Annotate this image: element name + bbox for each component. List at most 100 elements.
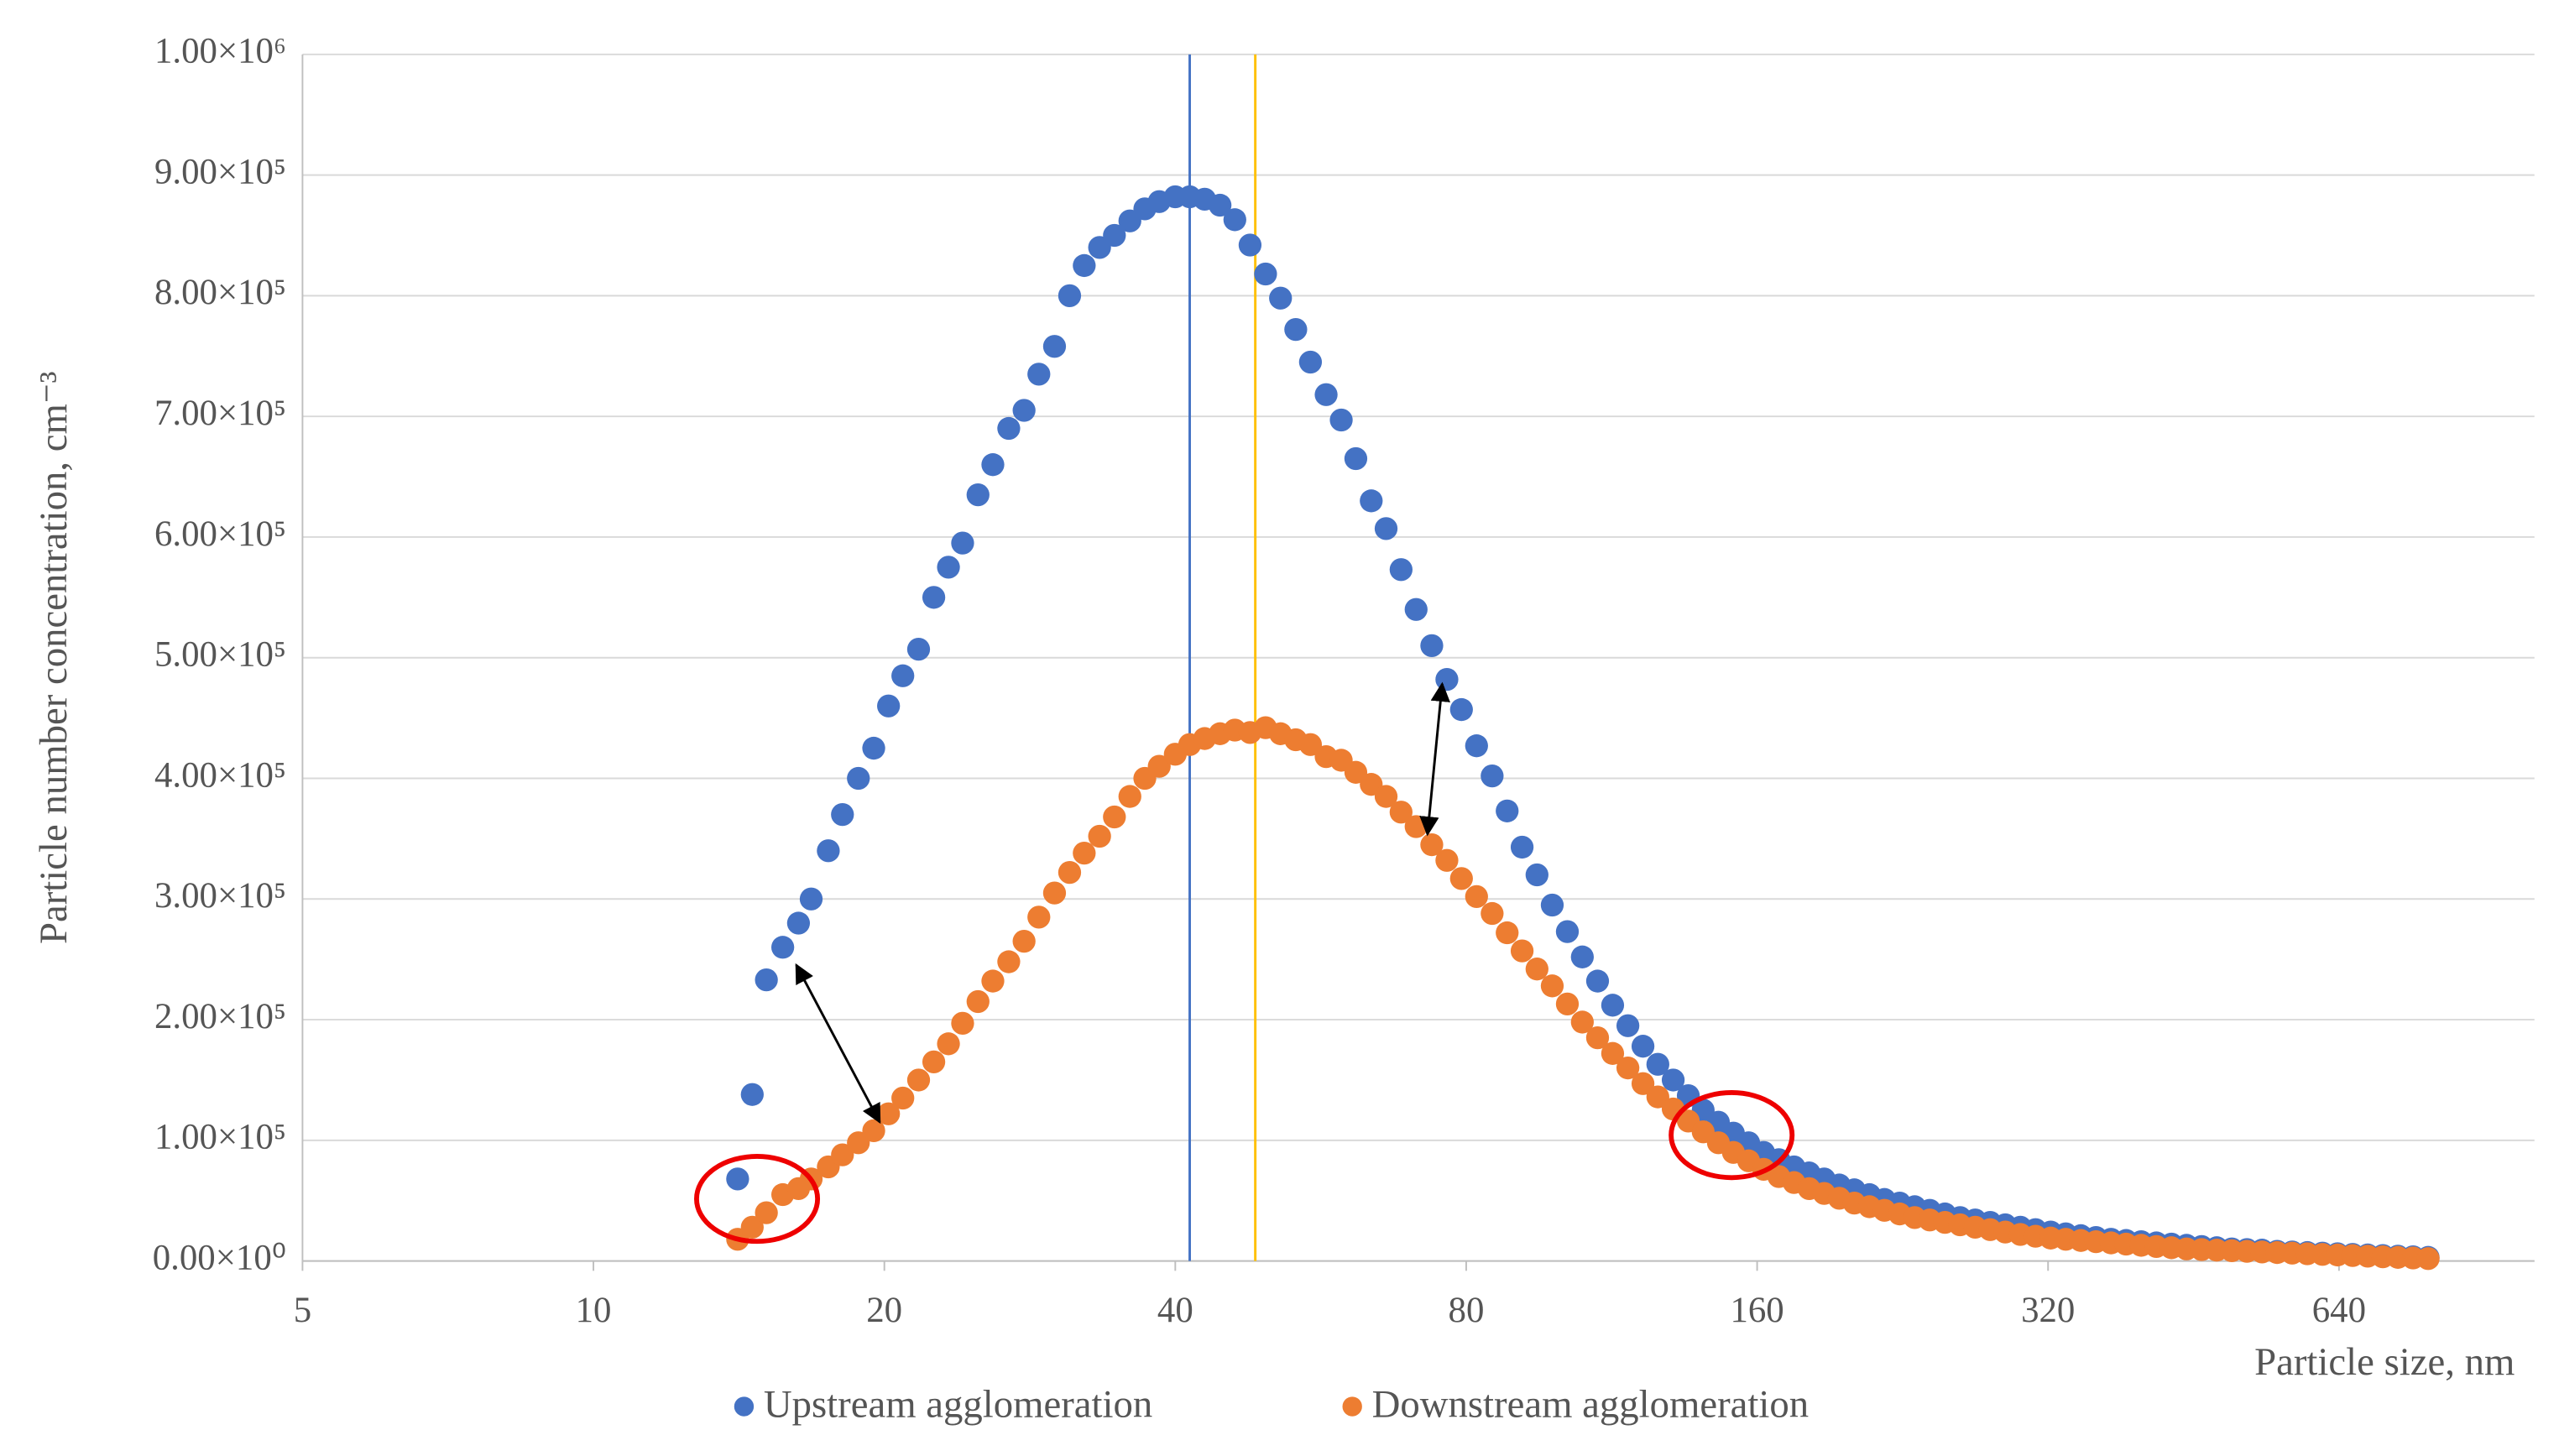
- data-point: [1088, 824, 1111, 848]
- data-point: [1284, 318, 1308, 342]
- data-point: [981, 969, 1005, 993]
- data-point: [1631, 1072, 1655, 1095]
- data-point: [1646, 1085, 1669, 1109]
- data-point: [1435, 848, 1459, 872]
- data-point: [1585, 1025, 1610, 1050]
- data-point: [786, 911, 811, 935]
- data-point: [1027, 905, 1051, 929]
- data-point: [1481, 901, 1504, 926]
- data-point: [1585, 969, 1610, 993]
- data-point: [1540, 893, 1564, 917]
- legend-label: Downstream agglomeration: [1372, 1383, 1810, 1427]
- data-point: [1238, 233, 1262, 257]
- data-point: [755, 1201, 778, 1224]
- data-point: [1435, 667, 1459, 691]
- data-point: [1344, 446, 1368, 471]
- arrow: [795, 963, 881, 1125]
- data-point: [922, 1050, 946, 1074]
- data-point: [1389, 558, 1413, 582]
- data-point: [740, 1083, 764, 1106]
- data-point: [1223, 208, 1246, 232]
- data-point: [1601, 1041, 1625, 1065]
- y-tick-label: 5.00×10⁵: [154, 635, 286, 675]
- data-point: [1465, 734, 1488, 758]
- data-point: [1449, 867, 1473, 890]
- annotations: [694, 681, 1795, 1245]
- highlight-circle: [694, 1154, 821, 1245]
- data-point: [1208, 193, 1232, 217]
- data-point: [1389, 801, 1413, 824]
- data-point: [1601, 994, 1625, 1017]
- data-point: [1555, 920, 1580, 943]
- data-point: [1058, 284, 1082, 308]
- data-point: [1661, 1068, 1685, 1092]
- data-point: [1374, 517, 1398, 540]
- data-point: [951, 1011, 974, 1036]
- y-tick-label: 7.00×10⁵: [154, 394, 286, 433]
- data-point: [1103, 805, 1126, 829]
- data-point: [966, 483, 990, 507]
- data-point: [817, 839, 840, 863]
- data-point: [862, 736, 885, 760]
- x-tick-label: 40: [1157, 1291, 1193, 1330]
- x-axis-label: Particle size, nm: [2254, 1340, 2515, 1384]
- data-point: [1616, 1014, 1640, 1037]
- data-point: [1646, 1052, 1669, 1076]
- data-point: [1540, 974, 1564, 998]
- marks: [726, 54, 2440, 1271]
- data-point: [1298, 350, 1323, 374]
- data-point: [1420, 832, 1444, 857]
- data-point: [1420, 634, 1444, 657]
- data-point: [891, 1086, 915, 1110]
- data-point: [1374, 785, 1398, 808]
- y-axis-label: Particle number concentration, cm⁻³: [32, 371, 76, 944]
- data-point: [1525, 863, 1548, 887]
- data-point: [1510, 835, 1534, 859]
- x-tick-label: 10: [576, 1291, 612, 1330]
- grid: 0.00×10⁰ 1.00×10⁵ 2.00×10⁵ 3.00×10⁵ 4.00×10⁵…: [153, 32, 2535, 1330]
- data-point: [1616, 1056, 1640, 1080]
- data-point: [831, 803, 854, 827]
- data-point: [1570, 945, 1594, 968]
- y-tick-label: 1.00×10⁶: [154, 32, 286, 71]
- data-point: [937, 556, 960, 579]
- data-point: [906, 1068, 931, 1092]
- y-tick-label: 0.00×10⁰: [153, 1238, 286, 1277]
- data-point: [1496, 921, 1519, 945]
- data-point: [1631, 1035, 1655, 1058]
- x-tick-label: 160: [1730, 1291, 1783, 1330]
- data-point: [1360, 489, 1383, 513]
- data-point: [906, 638, 931, 661]
- x-tick-label: 20: [866, 1291, 902, 1330]
- data-point: [1012, 399, 1036, 422]
- y-tick-label: 4.00×10⁵: [154, 755, 286, 795]
- data-point: [1525, 958, 1548, 981]
- y-tick-label: 3.00×10⁵: [154, 876, 286, 916]
- data-point: [740, 1215, 764, 1239]
- data-point: [1103, 223, 1126, 248]
- x-tick-label: 80: [1449, 1291, 1485, 1330]
- data-point: [877, 694, 901, 718]
- data-point: [1344, 760, 1368, 784]
- data-point: [1496, 799, 1519, 822]
- x-tick-label: 640: [2312, 1291, 2366, 1330]
- data-point: [1329, 408, 1353, 432]
- data-point: [891, 664, 915, 687]
- data-point: [1073, 842, 1096, 865]
- data-point: [1570, 1010, 1594, 1034]
- data-point: [847, 1131, 870, 1155]
- legend-label: Upstream agglomeration: [764, 1383, 1152, 1427]
- data-point: [922, 586, 946, 609]
- data-point: [1118, 785, 1141, 808]
- y-tick-label: 2.00×10⁵: [154, 997, 286, 1036]
- data-point: [1027, 363, 1051, 386]
- data-point: [1073, 253, 1096, 278]
- data-point: [1404, 815, 1428, 838]
- y-tick-label: 6.00×10⁵: [154, 514, 286, 554]
- data-point: [1465, 885, 1488, 909]
- data-point: [862, 1119, 885, 1142]
- data-point: [997, 416, 1021, 441]
- data-point: [770, 936, 795, 959]
- data-point: [1314, 383, 1338, 406]
- legend-marker: [1342, 1396, 1362, 1417]
